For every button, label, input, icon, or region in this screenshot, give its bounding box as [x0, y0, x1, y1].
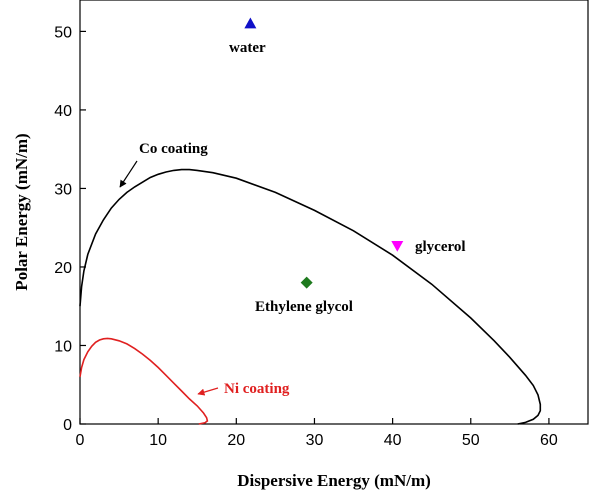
- x-tick-label: 60: [540, 432, 558, 449]
- y-tick-label: 10: [54, 338, 72, 355]
- point-ethylene-glycol: [300, 276, 313, 289]
- y-tick-label: 40: [54, 103, 72, 120]
- point-water: [244, 17, 257, 29]
- curve-co-coating: [79, 168, 542, 425]
- axis-ticks: 0 10 20 30 40 50 60 0 10 20 30 40 50: [54, 24, 558, 449]
- arrow-ni-coating: [197, 387, 219, 396]
- y-tick-label: 50: [54, 24, 72, 41]
- x-tick-label: 30: [306, 432, 324, 449]
- x-axis-title: Dispersive Energy (mN/m): [237, 471, 431, 490]
- curves: [79, 168, 542, 425]
- x-tick-label: 10: [149, 432, 167, 449]
- y-tick-label: 20: [54, 260, 72, 277]
- y-tick-label: 0: [63, 417, 72, 434]
- x-tick-label: 50: [462, 432, 480, 449]
- y-axis-title: Polar Energy (mN/m): [12, 133, 31, 290]
- annotation-glycerol: glycerol: [415, 239, 466, 255]
- point-glycerol: [391, 240, 404, 252]
- data-markers: [244, 17, 404, 289]
- curve-ni-coating: [79, 337, 209, 425]
- x-tick-label: 20: [227, 432, 245, 449]
- x-tick-label: 40: [384, 432, 402, 449]
- x-tick-label: 0: [76, 432, 85, 449]
- annotation-co-coating: Co coating: [139, 141, 208, 157]
- arrow-co-coating: [119, 160, 138, 188]
- annotation-ni-coating: Ni coating: [224, 381, 290, 397]
- annotation-water: water: [229, 40, 266, 56]
- annotation-ethylene-glycol: Ethylene glycol: [255, 299, 353, 315]
- plot-frame: [79, 0, 589, 425]
- y-tick-label: 30: [54, 181, 72, 198]
